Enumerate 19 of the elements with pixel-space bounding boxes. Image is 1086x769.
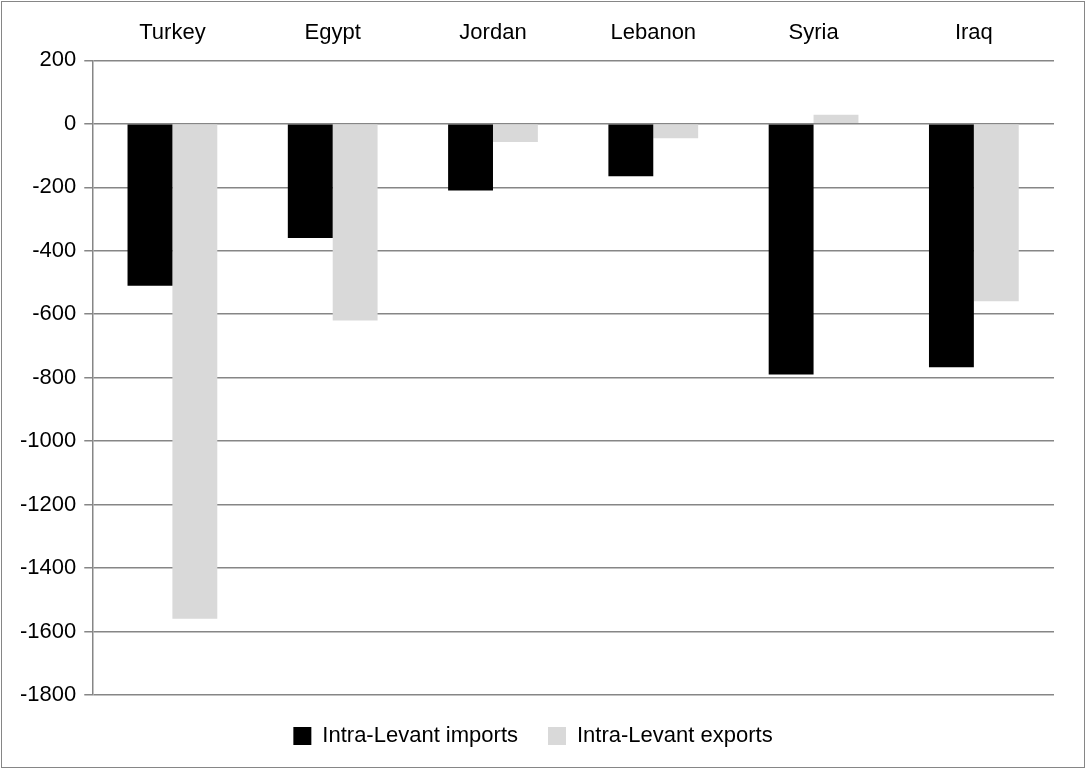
y-tick-label: 0: [64, 109, 77, 135]
y-tick-label: -600: [32, 300, 77, 326]
y-tick-label: -1000: [19, 427, 77, 453]
y-tick-label: -400: [32, 236, 77, 262]
y-tick-label: -800: [32, 363, 77, 389]
y-tick-label: -1800: [19, 681, 77, 707]
x-tick-label: Lebanon: [610, 19, 697, 45]
x-tick-label: Jordan: [459, 19, 527, 45]
legend-label: Intra-Levant imports: [322, 722, 518, 748]
x-tick-label: Iraq: [954, 19, 993, 45]
y-tick-label: -200: [32, 173, 77, 199]
x-tick-label: Syria: [788, 19, 840, 45]
y-tick-label: -1600: [19, 617, 77, 643]
x-tick-label: Egypt: [304, 19, 361, 45]
legend-label: Intra-Levant exports: [576, 722, 773, 748]
y-tick-label: 200: [39, 46, 77, 72]
y-tick-label: -1200: [19, 490, 77, 516]
x-tick-label: Turkey: [139, 19, 206, 45]
y-tick-label: -1400: [19, 554, 77, 580]
